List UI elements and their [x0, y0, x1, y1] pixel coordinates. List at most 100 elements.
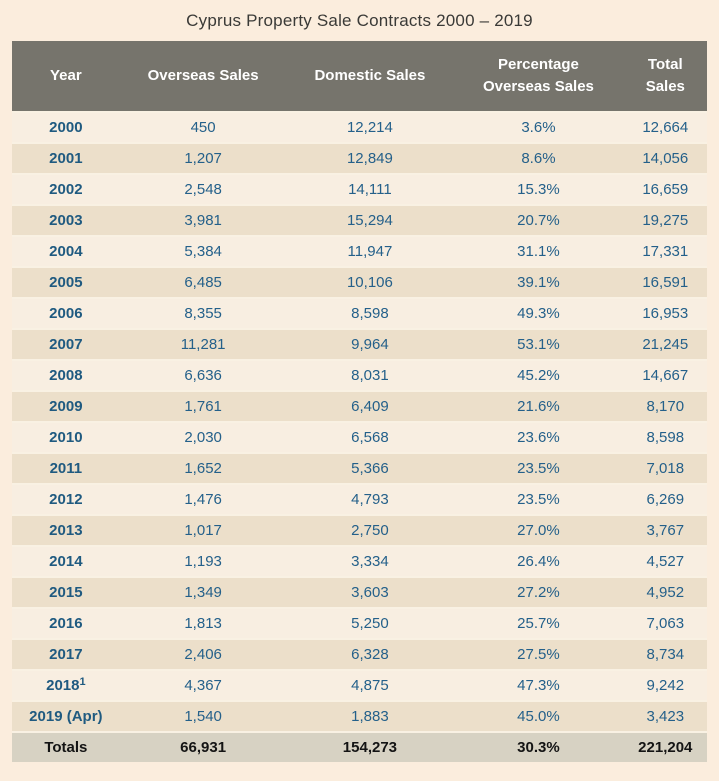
year-cell: 2000: [12, 111, 120, 143]
table-row: 2007 11,281 9,964 53.1% 21,245: [12, 328, 707, 360]
year-cell: 20181: [12, 669, 120, 701]
percentage-cell: 23.5%: [453, 452, 624, 484]
overseas-cell: 1,540: [119, 700, 287, 732]
overseas-cell: 1,017: [119, 514, 287, 546]
percentage-cell: 39.1%: [453, 266, 624, 298]
domestic-cell: 4,793: [286, 483, 454, 515]
year-cell: 2014: [12, 545, 120, 577]
year-cell: 2009: [12, 390, 120, 422]
percentage-cell: 20.7%: [453, 204, 624, 236]
total-cell: 19,275: [623, 204, 707, 236]
domestic-cell: 5,366: [286, 452, 454, 484]
domestic-cell: 3,334: [286, 545, 454, 577]
domestic-cell: 8,598: [286, 297, 454, 329]
total-cell: 3,423: [623, 700, 707, 732]
domestic-cell: 6,409: [286, 390, 454, 422]
domestic-cell: 15,294: [286, 204, 454, 236]
header-year: Year: [12, 41, 120, 112]
percentage-cell: 49.3%: [453, 297, 624, 329]
overseas-cell: 2,548: [119, 173, 287, 205]
year-cell: 2015: [12, 576, 120, 608]
percentage-cell: 45.0%: [453, 700, 624, 732]
domestic-cell: 6,568: [286, 421, 454, 453]
domestic-cell: 3,603: [286, 576, 454, 608]
overseas-cell: 11,281: [119, 328, 287, 360]
year-cell: 2005: [12, 266, 120, 298]
percentage-cell: 23.5%: [453, 483, 624, 515]
table-header: Year Overseas Sales Domestic Sales Perce…: [12, 41, 707, 112]
percentage-cell: 25.7%: [453, 607, 624, 639]
totals-label: Totals: [12, 731, 120, 762]
table-row: 2011 1,652 5,366 23.5% 7,018: [12, 452, 707, 484]
table-row: 2000 450 12,214 3.6% 12,664: [12, 111, 707, 143]
total-cell: 4,952: [623, 576, 707, 608]
table-row: 2002 2,548 14,111 15.3% 16,659: [12, 173, 707, 205]
totals-domestic: 154,273: [286, 731, 454, 762]
table-row: 2003 3,981 15,294 20.7% 19,275: [12, 204, 707, 236]
overseas-cell: 2,406: [119, 638, 287, 670]
overseas-cell: 3,981: [119, 204, 287, 236]
year-cell: 2017: [12, 638, 120, 670]
total-cell: 7,018: [623, 452, 707, 484]
header-row: Year Overseas Sales Domestic Sales Perce…: [12, 41, 707, 112]
percentage-cell: 31.1%: [453, 235, 624, 267]
year-cell: 2006: [12, 297, 120, 329]
table-row: 2013 1,017 2,750 27.0% 3,767: [12, 514, 707, 546]
percentage-cell: 21.6%: [453, 390, 624, 422]
total-cell: 8,734: [623, 638, 707, 670]
domestic-cell: 12,849: [286, 142, 454, 174]
overseas-cell: 6,636: [119, 359, 287, 391]
overseas-cell: 1,193: [119, 545, 287, 577]
overseas-cell: 2,030: [119, 421, 287, 453]
overseas-cell: 1,207: [119, 142, 287, 174]
table-row: 2015 1,349 3,603 27.2% 4,952: [12, 576, 707, 608]
overseas-cell: 1,761: [119, 390, 287, 422]
total-cell: 8,170: [623, 390, 707, 422]
total-cell: 9,242: [623, 669, 707, 701]
percentage-cell: 45.2%: [453, 359, 624, 391]
total-cell: 8,598: [623, 421, 707, 453]
total-cell: 7,063: [623, 607, 707, 639]
year-cell: 2019 (Apr): [12, 700, 120, 732]
domestic-cell: 14,111: [286, 173, 454, 205]
table-row: 20181 4,367 4,875 47.3% 9,242: [12, 669, 707, 701]
domestic-cell: 10,106: [286, 266, 454, 298]
header-percentage-overseas-sales: Percentage Overseas Sales: [453, 41, 624, 112]
domestic-cell: 9,964: [286, 328, 454, 360]
percentage-cell: 3.6%: [453, 111, 624, 143]
domestic-cell: 2,750: [286, 514, 454, 546]
percentage-cell: 47.3%: [453, 669, 624, 701]
percentage-cell: 27.2%: [453, 576, 624, 608]
total-cell: 4,527: [623, 545, 707, 577]
year-cell: 2002: [12, 173, 120, 205]
total-cell: 14,056: [623, 142, 707, 174]
total-cell: 17,331: [623, 235, 707, 267]
table-row: 2012 1,476 4,793 23.5% 6,269: [12, 483, 707, 515]
total-cell: 16,953: [623, 297, 707, 329]
total-cell: 3,767: [623, 514, 707, 546]
total-cell: 16,659: [623, 173, 707, 205]
overseas-cell: 1,349: [119, 576, 287, 608]
domestic-cell: 12,214: [286, 111, 454, 143]
overseas-cell: 8,355: [119, 297, 287, 329]
table-row: 2019 (Apr) 1,540 1,883 45.0% 3,423: [12, 700, 707, 732]
table-row: 2009 1,761 6,409 21.6% 8,170: [12, 390, 707, 422]
page-title: Cyprus Property Sale Contracts 2000 – 20…: [186, 11, 533, 30]
overseas-cell: 1,813: [119, 607, 287, 639]
percentage-cell: 53.1%: [453, 328, 624, 360]
table-footer: Totals 66,931 154,273 30.3% 221,204: [12, 731, 707, 762]
totals-total: 221,204: [623, 731, 707, 762]
total-cell: 16,591: [623, 266, 707, 298]
domestic-cell: 1,883: [286, 700, 454, 732]
table-row: 2001 1,207 12,849 8.6% 14,056: [12, 142, 707, 174]
overseas-cell: 1,476: [119, 483, 287, 515]
year-cell: 2016: [12, 607, 120, 639]
year-cell: 2001: [12, 142, 120, 174]
total-cell: 21,245: [623, 328, 707, 360]
domestic-cell: 5,250: [286, 607, 454, 639]
table-row: 2004 5,384 11,947 31.1% 17,331: [12, 235, 707, 267]
percentage-cell: 8.6%: [453, 142, 624, 174]
overseas-cell: 1,652: [119, 452, 287, 484]
year-cell: 2013: [12, 514, 120, 546]
year-cell: 2011: [12, 452, 120, 484]
